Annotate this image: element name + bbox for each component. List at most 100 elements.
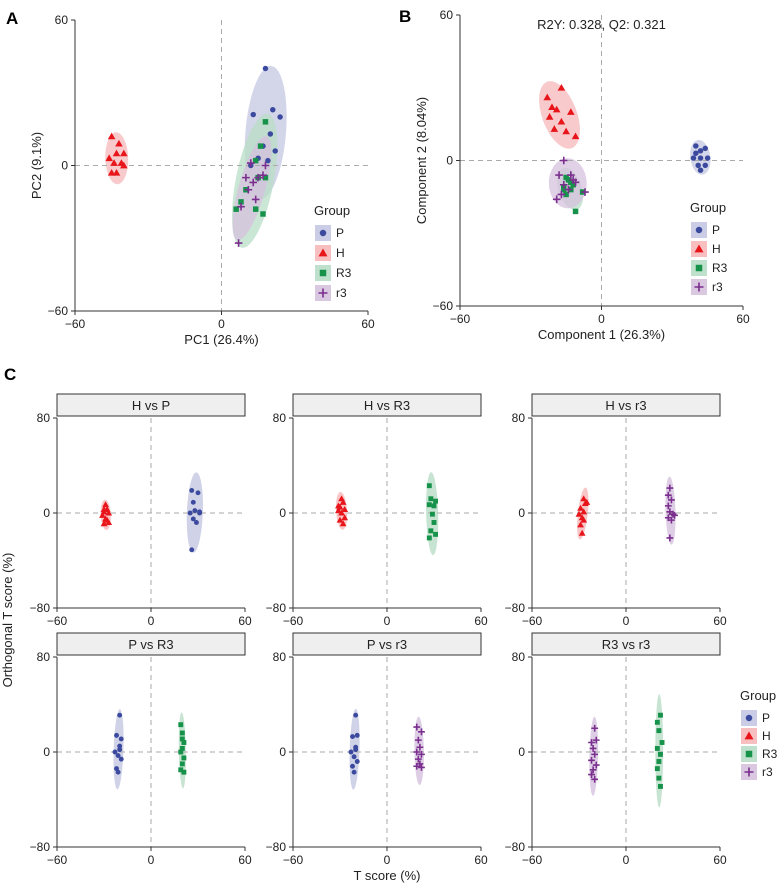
y-tick-label: −80 (266, 601, 287, 615)
x-tick-label: 0 (598, 312, 605, 326)
data-point-r3 (588, 771, 595, 778)
data-point-p (277, 114, 283, 120)
data-point-h (335, 502, 342, 509)
data-point-r3 (572, 208, 579, 215)
data-point-h (548, 103, 556, 110)
data-point-h (100, 506, 108, 512)
data-point-p (350, 734, 355, 740)
data-point-p (189, 547, 195, 553)
data-point-p (117, 743, 123, 749)
x-tick-label: 60 (474, 853, 488, 867)
data-point-r3 (178, 722, 184, 728)
legend-label-r3: R3 (712, 261, 728, 275)
legend-label-r3: r3 (712, 280, 723, 294)
data-point-h (575, 510, 583, 517)
legend-circle-icon (695, 226, 703, 234)
legend-plus-icon (694, 282, 704, 292)
legend-plus-icon (744, 767, 754, 777)
data-point-r3 (559, 180, 568, 189)
data-point-r3 (569, 176, 577, 184)
data-point-r3 (658, 751, 663, 757)
data-point-p (115, 753, 121, 759)
legend-label-h: H (336, 246, 345, 260)
data-point-p (690, 155, 697, 161)
data-point-h (583, 498, 591, 505)
data-point-r3 (559, 156, 568, 165)
data-point-h (336, 516, 344, 523)
data-point-r3 (654, 745, 660, 751)
data-point-h (550, 125, 559, 132)
data-point-h (120, 149, 128, 157)
data-point-r3 (181, 769, 187, 775)
data-point-p (353, 712, 359, 718)
x-tick-label: −60 (283, 614, 304, 628)
data-point-p (117, 747, 123, 753)
data-point-r3 (418, 750, 425, 758)
data-point-r3 (413, 723, 421, 731)
y-tick-label: 0 (61, 159, 68, 173)
data-point-r3 (552, 195, 561, 204)
data-point-p (354, 732, 360, 738)
legend-label-r3: R3 (336, 266, 352, 280)
data-point-p (192, 508, 198, 514)
data-point-p (118, 756, 124, 762)
legend-label-h: H (712, 242, 721, 256)
data-point-r3 (668, 516, 675, 524)
data-point-h (339, 498, 347, 505)
data-point-r3 (413, 748, 421, 756)
x-tick-label: −60 (283, 853, 304, 867)
data-point-r3 (413, 762, 421, 770)
y-tick-label: 60 (440, 8, 454, 22)
plot-c-h-vs-r3: H vs R3 −60 0 60 −80 0 80 (266, 393, 488, 628)
y-tick-label: 80 (273, 411, 287, 425)
data-point-h (107, 132, 116, 140)
legend-label-r3: r3 (762, 765, 773, 779)
legend-square-icon (745, 750, 753, 758)
data-point-h (571, 132, 580, 140)
data-point-r3 (592, 736, 600, 744)
data-point-h (338, 509, 345, 516)
legend-square-icon (695, 264, 703, 272)
data-point-p (697, 155, 704, 161)
x-tick-label: −60 (47, 614, 68, 628)
data-point-r3 (179, 730, 185, 736)
legend-title: Group (740, 688, 776, 703)
data-point-h (112, 149, 121, 157)
y-tick-label: 80 (273, 650, 287, 664)
data-point-p (197, 509, 203, 515)
group-region-r3 (232, 135, 272, 241)
data-point-r3 (178, 767, 184, 773)
data-point-p (693, 143, 699, 149)
panel-label-c: C (4, 365, 16, 384)
data-point-h (335, 507, 342, 514)
data-point-p (265, 157, 271, 164)
y-tick-label: 0 (43, 506, 50, 520)
panel-label-b: B (399, 7, 411, 26)
data-point-p (189, 487, 195, 493)
data-point-p (250, 111, 256, 118)
facet-strip (56, 393, 246, 417)
data-point-h (112, 168, 121, 176)
x-tick-label: 60 (238, 853, 252, 867)
data-point-h (341, 506, 349, 512)
plot-a: −60 0 60 −60 0 60 PC1 (26.4%) PC2 (9.1%) (29, 13, 375, 347)
panel-label-a: A (6, 9, 18, 28)
facet-title: P vs r3 (367, 637, 407, 652)
legend-label-h: H (762, 729, 771, 743)
plot-b: −60 0 60 −60 0 60 Component 1 (26.3%) Component… (414, 8, 750, 342)
data-point-r3 (252, 157, 259, 164)
data-point-r3 (589, 745, 597, 752)
data-point-h (103, 516, 111, 523)
data-point-h (105, 509, 113, 516)
legend-label-p: P (712, 223, 720, 237)
data-point-r3 (418, 764, 425, 771)
y-tick-label: 80 (37, 411, 51, 425)
x-tick-label: −60 (65, 317, 86, 331)
data-point-h (99, 511, 106, 518)
data-point-h (339, 520, 347, 527)
x-tick-label: 60 (238, 614, 252, 628)
y-tick-label: 0 (43, 745, 50, 759)
data-point-p (117, 712, 123, 718)
facet-strip (531, 393, 721, 417)
